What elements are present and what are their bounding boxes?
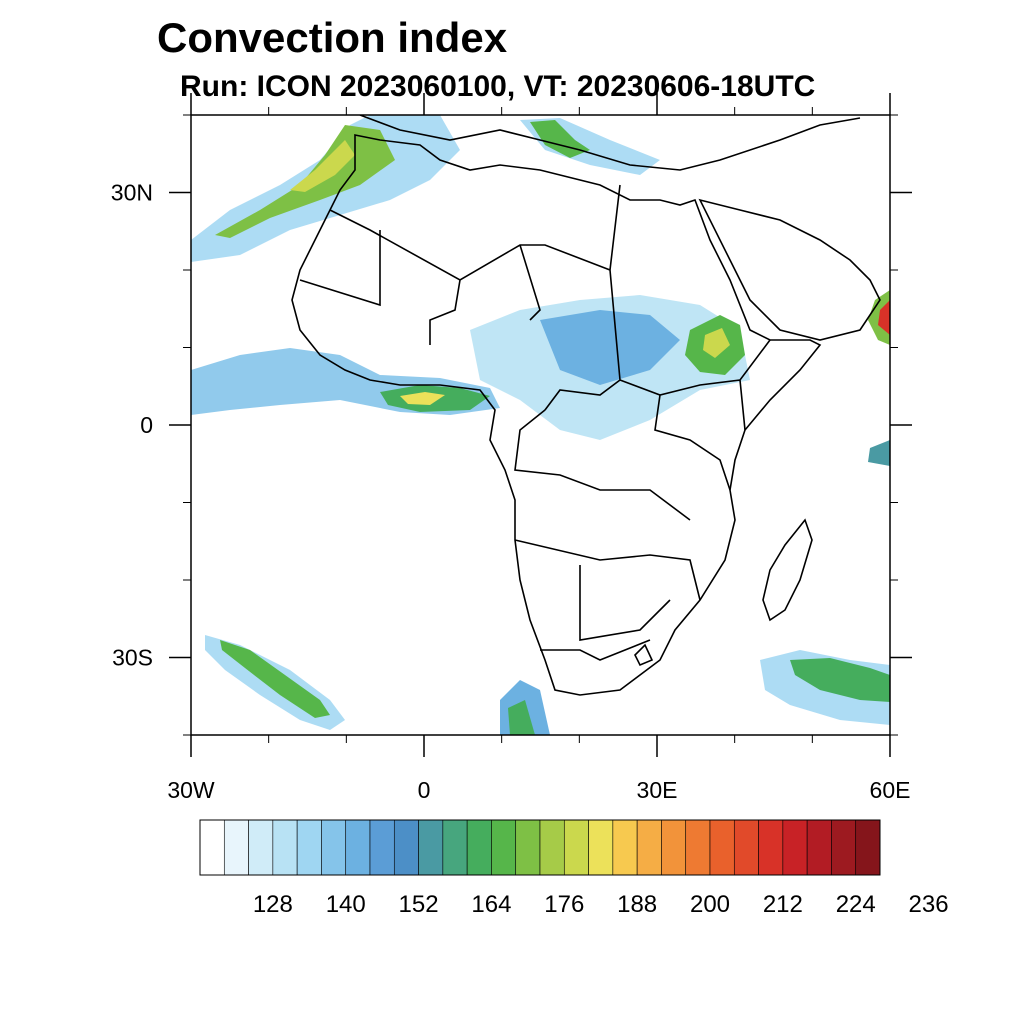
convection-region-ethiopia-peak: [703, 328, 730, 358]
colorbar-label: 188: [617, 891, 657, 918]
convection-region-cape-core: [508, 700, 535, 735]
colorbar-swatch: [515, 819, 541, 876]
colorbar-swatch: [393, 819, 419, 876]
colorbar-swatch: [855, 819, 881, 876]
colorbar-label: 140: [326, 891, 366, 918]
convection-region-arabian-sea-peak: [878, 300, 890, 335]
colorbar-label: 176: [544, 891, 584, 918]
colorbar-swatch: [248, 819, 274, 876]
colorbar-swatch: [539, 819, 565, 876]
colorbar-swatch: [563, 819, 589, 876]
colorbar-swatch: [199, 819, 225, 876]
madagascar-coastline: [762, 518, 813, 622]
colorbar-swatch: [321, 819, 347, 876]
colorbar-label: 164: [471, 891, 511, 918]
colorbar-label: 236: [909, 891, 949, 918]
colorbar: 128 140 152 164 176 188 200 212 224 236: [199, 819, 949, 918]
convection-region-se-indian-ocean-core: [790, 658, 890, 702]
colorbar-swatch: [612, 819, 638, 876]
colorbar-swatch: [296, 819, 322, 876]
lat-tick-label: 30S: [112, 645, 153, 671]
europe-coastline: [359, 115, 861, 171]
colorbar-swatch: [442, 819, 468, 876]
colorbar-label: 200: [690, 891, 730, 918]
colorbar-label: 212: [763, 891, 803, 918]
colorbar-label: 128: [253, 891, 293, 918]
colorbar-swatch: [418, 819, 444, 876]
colorbar-swatch: [782, 819, 808, 876]
convection-region-nw-atlantic-peak: [290, 140, 355, 192]
colorbar-swatch: [806, 819, 832, 876]
colorbar-swatch: [588, 819, 614, 876]
colorbar-swatch: [733, 819, 759, 876]
lon-tick-label: 0: [418, 777, 431, 803]
lat-tick-label: 0: [140, 412, 153, 438]
colorbar-swatch: [369, 819, 395, 876]
colorbar-swatch: [223, 819, 249, 876]
country-borders: [299, 184, 771, 661]
chart-title: Convection index: [157, 14, 508, 61]
colorbar-swatch: [831, 819, 857, 876]
colorbar-swatch: [345, 819, 371, 876]
lon-tick-label: 30E: [637, 777, 678, 803]
axes: 30N 0 30S 30W 0 30E 60E: [111, 93, 912, 803]
convection-region-indian-ocean: [868, 440, 890, 466]
convection-region-sw-atlantic-core: [220, 640, 330, 718]
colorbar-swatch: [709, 819, 735, 876]
colorbar-label: 224: [836, 891, 876, 918]
colorbar-frame: [199, 819, 881, 876]
lon-tick-label: 60E: [870, 777, 911, 803]
colorbar-swatch: [491, 819, 517, 876]
africa-coastline: [291, 134, 822, 696]
convection-region-central-africa-core: [540, 310, 680, 385]
coastline-borders: [291, 115, 881, 696]
chart-subtitle: Run: ICON 2023060100, VT: 20230606-18UTC: [180, 70, 816, 103]
lat-tick-label: 30N: [111, 180, 153, 206]
lon-tick-label: 30W: [167, 777, 215, 803]
lake-lesotho: [634, 643, 654, 667]
arabia-coastline: [698, 198, 881, 341]
colorbar-swatch: [466, 819, 492, 876]
colorbar-swatch: [661, 819, 687, 876]
convection-field: [191, 115, 890, 735]
colorbar-swatch: [636, 819, 662, 876]
colorbar-label: 152: [399, 891, 439, 918]
colorbar-swatch: [758, 819, 784, 876]
colorbar-swatch: [272, 819, 298, 876]
colorbar-swatch: [685, 819, 711, 876]
convection-region-gulf-of-guinea-peak: [400, 392, 445, 405]
